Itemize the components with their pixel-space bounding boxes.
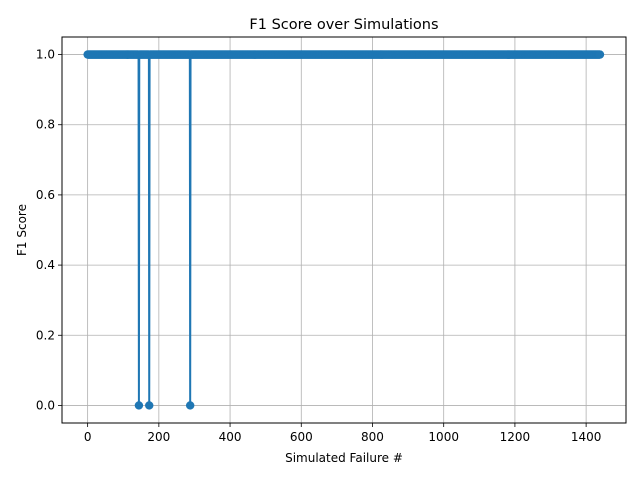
x-tick-label: 1000 [428,430,459,444]
y-axis-label: F1 Score [15,204,29,256]
data-point [145,401,154,410]
x-tick-label: 200 [147,430,170,444]
data-point [595,50,605,59]
x-tick-label: 0 [84,430,92,444]
chart-title: F1 Score over Simulations [249,17,438,33]
plot-frame [61,36,627,424]
y-tick-label: 0.0 [36,398,55,412]
x-tick-label: 600 [290,430,313,444]
ticks-layer: 0 200 400 600 800 1000 1200 1400 0.0 0.2 0.4 0.6 0.8… [36,48,601,444]
data-point [134,401,144,410]
y-tick-label: 0.4 [36,258,55,272]
data-layer [83,50,605,410]
series-markers [83,50,605,410]
x-tick-label: 1400 [571,430,602,444]
y-tick-label: 0.2 [36,328,55,342]
y-tick-label: 1.0 [36,48,55,62]
x-tick-label: 400 [219,430,242,444]
x-axis-label: Simulated Failure # [285,451,403,465]
y-tick-label: 0.6 [36,188,55,202]
x-tick-label: 800 [361,430,384,444]
x-tick-label: 1200 [500,430,531,444]
data-point [185,401,195,410]
y-tick-label: 0.8 [36,118,55,132]
